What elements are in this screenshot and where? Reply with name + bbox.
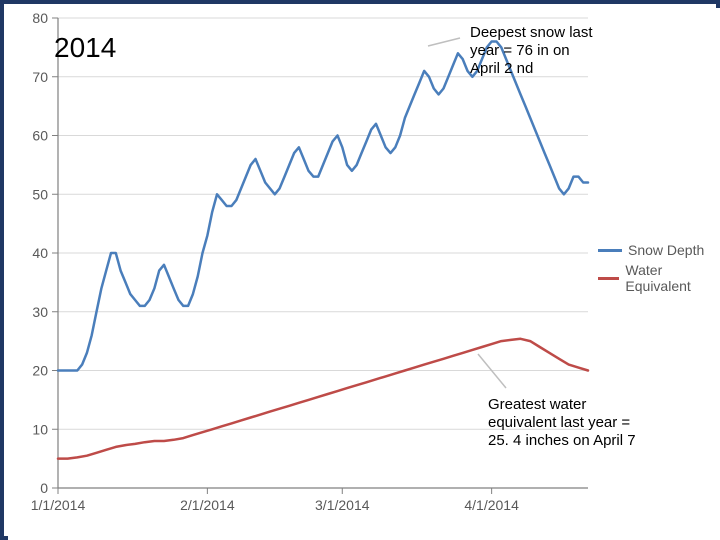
legend-item: Snow Depth [598,242,720,258]
annotation-line: 25. 4 inches on April 7 [488,432,636,450]
x-tick-label: 1/1/2014 [31,497,86,513]
x-tick-label: 3/1/2014 [315,497,370,513]
legend-label: Snow Depth [628,242,704,258]
y-tick-label: 60 [32,128,48,144]
y-tick-label: 50 [32,186,48,202]
x-tick-label: 4/1/2014 [464,497,519,513]
y-tick-label: 70 [32,69,48,85]
annotation-line: year = 76 in on [470,42,593,60]
y-tick-label: 80 [32,10,48,26]
chart-container: 0 10 20 30 40 50 60 70 80 1/1/2014 2/1/2014 3/1/201… [8,8,720,540]
x-tick-label: 2/1/2014 [180,497,235,513]
y-tick-label: 20 [32,363,48,379]
annotation-line: April 2 nd [470,60,593,78]
legend: Snow Depth Water Equivalent [598,238,720,298]
series-snow-depth [58,42,588,371]
y-tick-label: 10 [32,421,48,437]
annotation-leader [428,38,460,46]
year-label: 2014 [54,32,116,64]
annotation-water-equivalent: Greatest waterequivalent last year =25. … [488,396,636,450]
y-tick-label: 0 [40,480,48,496]
legend-swatch [598,249,622,252]
y-tick-label: 40 [32,245,48,261]
legend-swatch [598,277,619,280]
y-tick-label: 30 [32,304,48,320]
outer-frame: 0 10 20 30 40 50 60 70 80 1/1/2014 2/1/2014 3/1/201… [0,0,720,540]
annotation-line: Greatest water [488,396,636,414]
annotation-line: equivalent last year = [488,414,636,432]
annotation-line: Deepest snow last [470,24,593,42]
legend-item: Water Equivalent [598,262,720,294]
legend-label: Water Equivalent [625,262,720,294]
annotation-deepest-snow: Deepest snow lastyear = 76 in onApril 2 … [470,24,593,78]
